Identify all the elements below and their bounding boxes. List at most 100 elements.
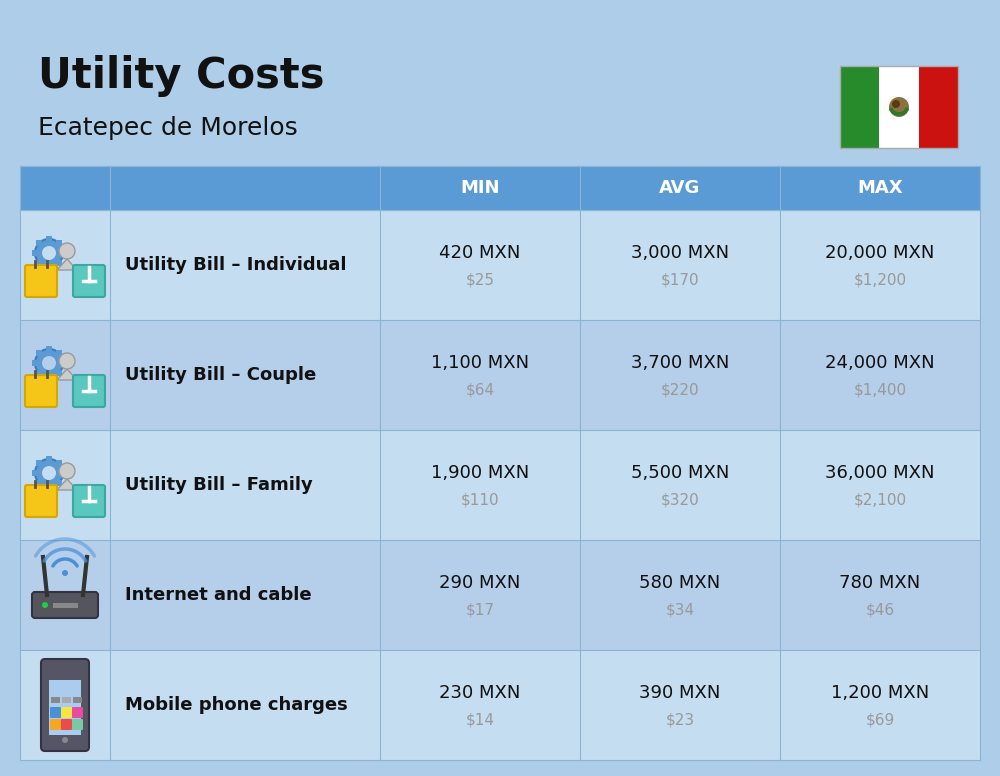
Text: 36,000 MXN: 36,000 MXN	[825, 464, 935, 482]
Text: Utility Costs: Utility Costs	[38, 55, 324, 97]
FancyBboxPatch shape	[50, 707, 61, 718]
Text: Mobile phone charges: Mobile phone charges	[125, 696, 348, 714]
Bar	[46, 374, 52, 380]
Bar	[20, 650, 980, 760]
Circle shape	[42, 356, 56, 370]
Text: $170: $170	[661, 272, 699, 287]
Text: 24,000 MXN: 24,000 MXN	[825, 354, 935, 372]
Text: 290 MXN: 290 MXN	[439, 574, 521, 592]
Polygon shape	[57, 369, 77, 380]
Circle shape	[59, 353, 75, 369]
Text: Utility Bill – Couple: Utility Bill – Couple	[125, 366, 316, 384]
FancyBboxPatch shape	[72, 719, 83, 730]
Bar	[73, 697, 82, 703]
Text: $110: $110	[461, 493, 499, 508]
FancyBboxPatch shape	[61, 719, 72, 730]
FancyBboxPatch shape	[73, 485, 105, 517]
Bar	[56, 240, 62, 246]
Text: 1,200 MXN: 1,200 MXN	[831, 684, 929, 702]
Bar	[60, 470, 66, 476]
Circle shape	[35, 239, 63, 267]
Text: Ecatepec de Morelos: Ecatepec de Morelos	[38, 116, 298, 140]
FancyBboxPatch shape	[73, 265, 105, 297]
Bar	[46, 346, 52, 352]
Circle shape	[35, 349, 63, 377]
Bar	[46, 236, 52, 242]
Circle shape	[42, 602, 48, 608]
Text: Internet and cable: Internet and cable	[125, 586, 312, 604]
Bar	[62, 697, 71, 703]
Bar	[56, 350, 62, 356]
Bar	[36, 370, 42, 376]
Bar	[51, 697, 60, 703]
Text: $1,400: $1,400	[853, 383, 907, 397]
Bar	[32, 360, 38, 366]
Bar	[20, 166, 980, 210]
Circle shape	[62, 737, 68, 743]
Text: 3,700 MXN: 3,700 MXN	[631, 354, 729, 372]
Text: 390 MXN: 390 MXN	[639, 684, 721, 702]
Polygon shape	[57, 479, 77, 490]
Circle shape	[889, 108, 893, 112]
Text: $2,100: $2,100	[853, 493, 907, 508]
Circle shape	[905, 108, 909, 112]
Text: 20,000 MXN: 20,000 MXN	[825, 244, 935, 262]
Text: Utility Bill – Individual: Utility Bill – Individual	[125, 256, 347, 274]
Text: $46: $46	[865, 602, 895, 618]
Bar	[36, 260, 42, 266]
Bar	[60, 250, 66, 256]
Text: MAX: MAX	[857, 179, 903, 197]
Text: AVG: AVG	[659, 179, 701, 197]
Circle shape	[889, 97, 909, 117]
Bar	[20, 210, 980, 320]
Bar	[60, 360, 66, 366]
Bar	[32, 250, 38, 256]
Text: $23: $23	[665, 712, 695, 728]
Text: 1,900 MXN: 1,900 MXN	[431, 464, 529, 482]
Text: 580 MXN: 580 MXN	[639, 574, 721, 592]
Text: $1,200: $1,200	[853, 272, 907, 287]
Bar	[36, 350, 42, 356]
Bar	[56, 370, 62, 376]
Text: $17: $17	[466, 602, 494, 618]
Text: 3,000 MXN: 3,000 MXN	[631, 244, 729, 262]
Text: $34: $34	[665, 602, 695, 618]
FancyBboxPatch shape	[73, 375, 105, 407]
Circle shape	[42, 246, 56, 260]
FancyBboxPatch shape	[41, 659, 89, 751]
Circle shape	[896, 112, 900, 116]
Bar	[36, 480, 42, 486]
Bar	[49, 680, 81, 735]
Circle shape	[898, 112, 902, 116]
Bar	[840, 66, 958, 148]
Text: $69: $69	[865, 712, 895, 728]
Circle shape	[62, 570, 68, 576]
Circle shape	[901, 111, 905, 115]
Circle shape	[893, 111, 897, 115]
Circle shape	[892, 100, 900, 108]
Polygon shape	[57, 259, 77, 270]
Text: $25: $25	[466, 272, 494, 287]
Text: $14: $14	[466, 712, 494, 728]
Bar	[56, 260, 62, 266]
FancyBboxPatch shape	[25, 375, 57, 407]
Text: $320: $320	[661, 493, 699, 508]
Bar	[32, 470, 38, 476]
Bar	[56, 480, 62, 486]
FancyBboxPatch shape	[61, 707, 72, 718]
Circle shape	[35, 459, 63, 487]
Bar	[36, 460, 42, 466]
Text: 5,500 MXN: 5,500 MXN	[631, 464, 729, 482]
Circle shape	[891, 109, 895, 113]
FancyBboxPatch shape	[50, 719, 61, 730]
FancyBboxPatch shape	[25, 485, 57, 517]
FancyBboxPatch shape	[25, 265, 57, 297]
Bar	[20, 540, 980, 650]
Bar	[840, 66, 879, 148]
Text: $220: $220	[661, 383, 699, 397]
Circle shape	[903, 109, 907, 113]
Bar	[46, 456, 52, 462]
Bar	[56, 460, 62, 466]
Bar	[46, 264, 52, 270]
Bar	[36, 240, 42, 246]
